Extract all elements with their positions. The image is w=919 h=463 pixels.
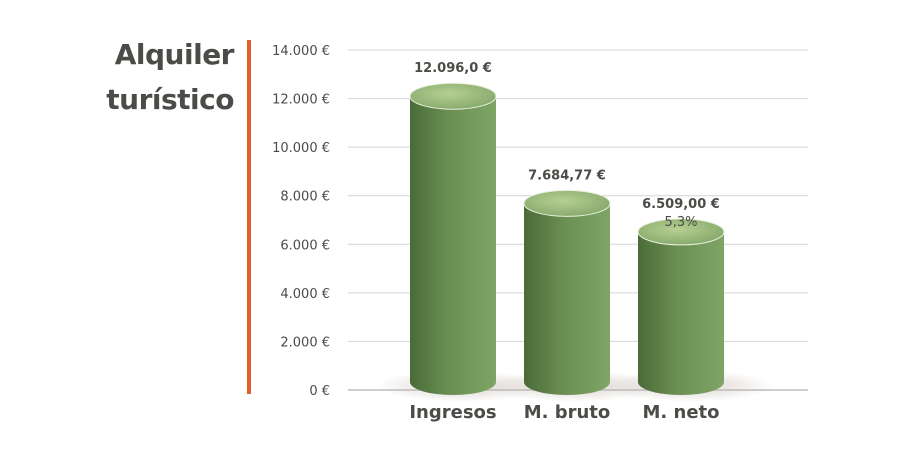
chart-title: Alquiler turístico [0,32,234,122]
bar-top [637,218,725,246]
bar-ingresos [410,96,496,396]
sub-value-label: 5,3% [664,215,697,230]
bar-top [523,189,611,217]
value-label: 12.096,0 € [414,61,492,76]
category-label: M. neto [642,402,719,423]
y-tick-label: 4.000 € [280,287,330,302]
bar-top [409,82,497,110]
category-label: M. bruto [524,402,611,423]
labels: 12.096,0 € Ingresos 7.684,77 € M. bruto 6.50… [409,61,720,423]
value-label: 7.684,77 € [528,168,606,183]
y-tick-label: 0 € [309,384,330,399]
accent-divider [247,40,251,394]
y-tick-label: 14.000 € [272,44,330,59]
title-line-2: turístico [106,83,234,116]
y-tick-label: 10.000 € [272,141,330,156]
title-line-1: Alquiler [114,38,235,71]
y-tick-label: 8.000 € [280,190,330,205]
bar-m-neto [638,231,724,395]
y-tick-label: 6.000 € [280,238,330,253]
y-tick-label: 12.000 € [272,93,330,108]
category-label: Ingresos [409,402,496,423]
y-tick-label: 2.000 € [280,335,330,350]
value-label: 6.509,00 € [642,197,720,212]
bar-m-bruto [524,203,610,395]
bars [376,82,774,402]
y-axis-ticks: 0 € 2.000 € 4.000 € 6.000 € 8.000 € 10.000 € 1… [272,44,330,399]
